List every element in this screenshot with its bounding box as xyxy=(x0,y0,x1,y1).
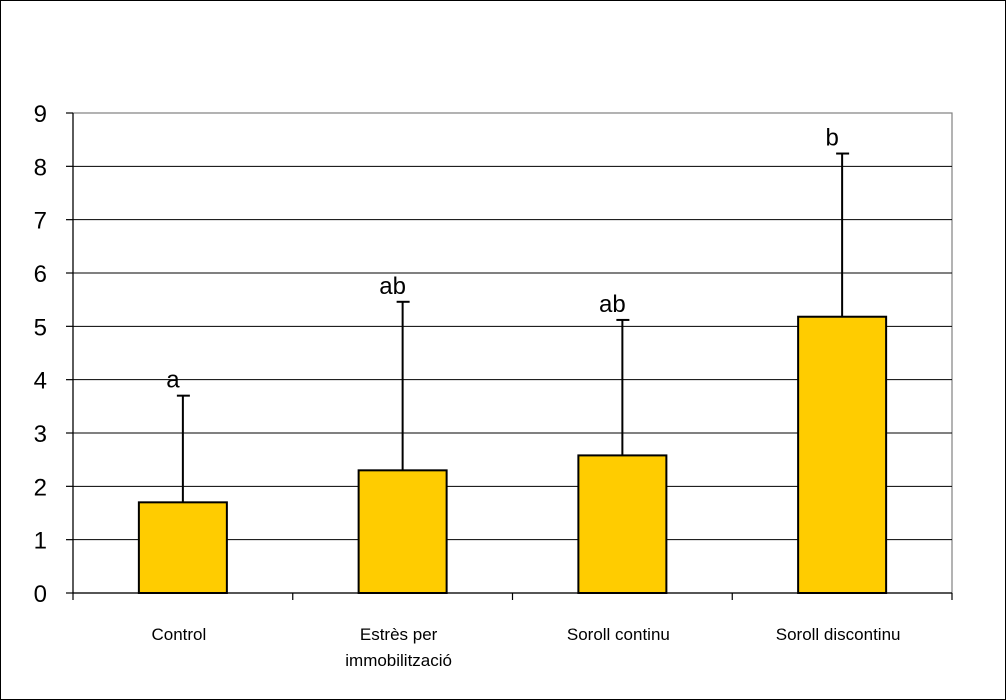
bar xyxy=(137,501,228,595)
category-label: Soroll discontinu xyxy=(776,625,901,644)
bar xyxy=(357,469,448,595)
category-label: Control xyxy=(151,625,206,644)
significance-label: a xyxy=(166,367,180,394)
bar xyxy=(577,454,668,594)
y-tick-label: 1 xyxy=(34,528,47,555)
category-label: Estrès per xyxy=(360,625,438,644)
category-label: Soroll continu xyxy=(567,625,670,644)
bar xyxy=(797,315,888,594)
significance-label: ab xyxy=(599,291,626,318)
y-tick-label: 8 xyxy=(34,154,47,181)
category-label: immobilització xyxy=(345,651,452,670)
y-tick-label: 4 xyxy=(34,368,47,395)
y-tick-label: 7 xyxy=(34,208,47,235)
y-tick-label: 0 xyxy=(34,581,47,608)
y-tick-label: 9 xyxy=(34,101,47,128)
significance-label: ab xyxy=(379,273,406,300)
y-tick-label: 2 xyxy=(34,474,47,501)
y-tick-label: 6 xyxy=(34,261,47,288)
significance-label: b xyxy=(825,125,838,152)
y-tick-label: 3 xyxy=(34,421,47,448)
y-tick-label: 5 xyxy=(34,314,47,341)
